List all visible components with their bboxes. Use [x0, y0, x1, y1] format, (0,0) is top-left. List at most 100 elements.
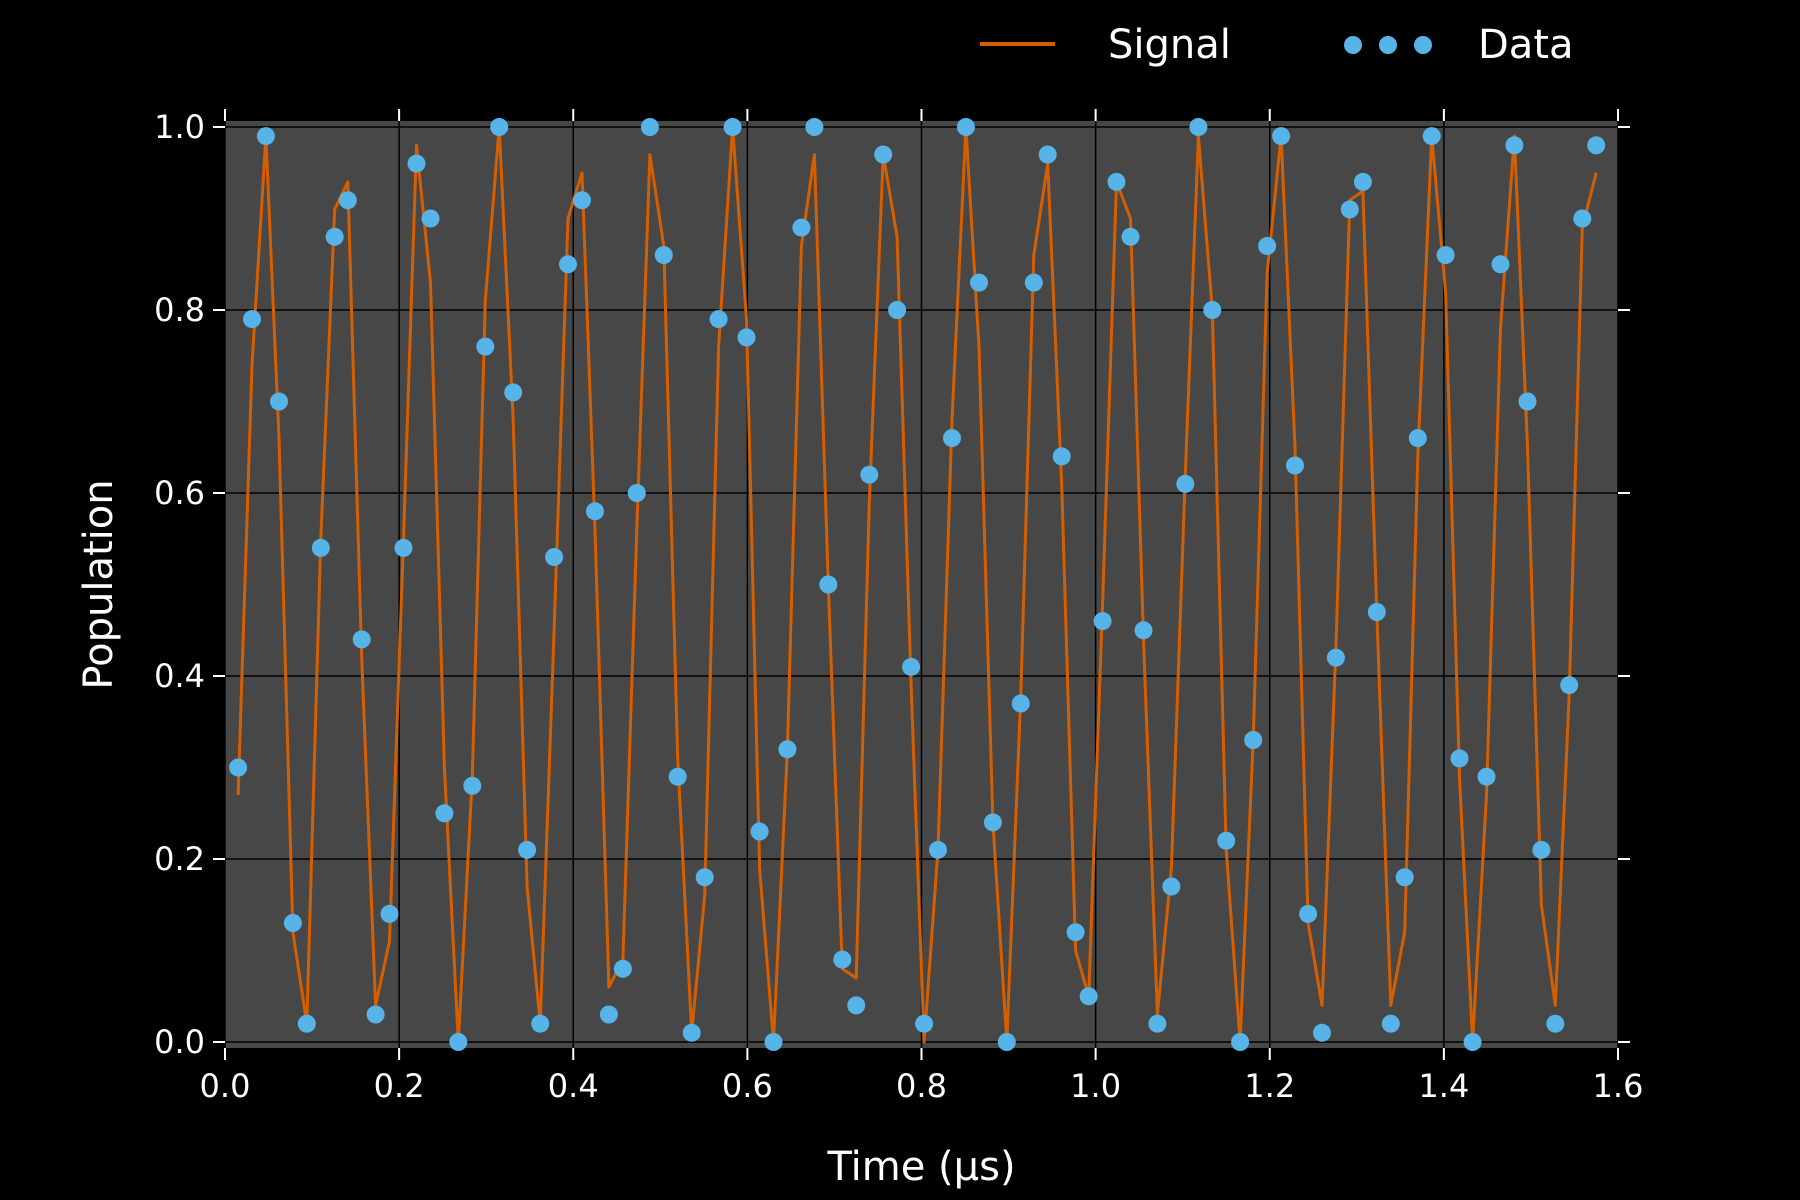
data-point: [1107, 172, 1126, 191]
data-point: [1066, 923, 1085, 942]
data-point: [1340, 200, 1359, 219]
data-point: [1162, 877, 1181, 896]
x-tick-label-2: 0.4: [548, 1067, 599, 1105]
data-point: [394, 538, 413, 557]
series-points-data: [229, 118, 1606, 1051]
data-point: [599, 1005, 618, 1024]
y-tick-label-1: 0.2: [154, 840, 205, 878]
y-tick-label-5: 1.0: [154, 108, 205, 146]
data-point: [338, 191, 357, 210]
x-tick-label-7: 1.4: [1418, 1067, 1469, 1105]
data-point: [668, 767, 687, 786]
data-point: [723, 118, 742, 136]
data-point: [504, 383, 523, 402]
data-point: [1024, 273, 1043, 292]
data-point: [1532, 840, 1551, 859]
data-point: [1491, 255, 1510, 274]
data-point: [888, 301, 907, 319]
data-point: [283, 914, 302, 932]
legend-data-dot-0: [1344, 36, 1362, 54]
data-point: [778, 740, 797, 759]
tick-labels: 0.0 0.2 0.4 0.6 0.8 1.0 1.2 1.4 1.6 0.0 0.2 0.4 0.6 0…: [154, 108, 1643, 1105]
data-point: [902, 657, 921, 676]
data-point: [1203, 301, 1222, 319]
x-tick-label-0: 0.0: [200, 1067, 251, 1105]
y-tick-label-3: 0.6: [154, 474, 205, 512]
data-point: [915, 1014, 934, 1033]
data-point: [229, 758, 248, 777]
data-point: [1573, 209, 1592, 228]
data-point: [1326, 648, 1345, 667]
data-point: [449, 1033, 468, 1051]
data-point: [1560, 676, 1579, 695]
data-point: [695, 868, 714, 887]
data-point: [435, 804, 454, 823]
data-point: [613, 959, 632, 978]
data-point: [970, 273, 988, 292]
data-point: [1518, 392, 1537, 411]
data-point: [573, 191, 591, 210]
legend-data-dot-1: [1379, 36, 1397, 54]
x-tick-label-6: 1.2: [1244, 1067, 1295, 1105]
data-point: [297, 1014, 316, 1033]
data-point: [586, 502, 604, 521]
data-point: [943, 429, 961, 448]
data-point: [1189, 118, 1208, 136]
data-point: [654, 246, 673, 265]
data-point: [476, 337, 495, 356]
legend: Signal Data: [980, 22, 1574, 68]
data-point: [1052, 447, 1071, 466]
data-point: [792, 218, 811, 237]
data-point: [1546, 1014, 1565, 1033]
data-point: [1148, 1014, 1167, 1033]
data-point: [1353, 172, 1372, 191]
data-point: [1134, 621, 1153, 640]
data-point: [270, 392, 288, 411]
x-tick-label-8: 1.6: [1593, 1067, 1644, 1105]
data-point: [860, 465, 879, 484]
y-tick-label-4: 0.8: [154, 291, 205, 329]
data-point: [421, 209, 440, 228]
data-point: [1121, 227, 1140, 246]
data-point: [380, 904, 399, 923]
y-tick-label-2: 0.4: [154, 657, 205, 695]
x-tick-label-5: 1.0: [1070, 1067, 1121, 1105]
y-tick-label-0: 0.0: [154, 1023, 205, 1061]
data-point: [1258, 237, 1277, 255]
data-point: [997, 1033, 1016, 1051]
data-point: [1286, 456, 1304, 475]
data-point: [1011, 694, 1030, 713]
data-point: [366, 1005, 385, 1024]
data-point: [1244, 731, 1263, 749]
data-point: [1477, 767, 1496, 786]
data-point: [1408, 429, 1427, 448]
data-point: [531, 1014, 550, 1033]
data-point: [1093, 612, 1112, 631]
data-point: [243, 310, 261, 329]
data-point: [1463, 1033, 1482, 1051]
data-point: [1395, 868, 1414, 887]
data-point: [627, 484, 646, 502]
data-point: [929, 840, 947, 859]
legend-data-swatch: [1344, 36, 1432, 54]
data-point: [764, 1033, 783, 1051]
data-point: [325, 227, 344, 246]
data-point: [819, 575, 838, 594]
grid: [224, 121, 1619, 1048]
data-point: [545, 548, 564, 566]
data-point: [1367, 603, 1386, 621]
data-point: [750, 822, 769, 841]
data-point: [1231, 1033, 1250, 1051]
legend-data-label: Data: [1478, 22, 1574, 68]
x-tick-label-4: 0.8: [896, 1067, 947, 1105]
data-point: [490, 118, 509, 136]
data-point: [352, 630, 371, 649]
x-axis-label: Time (μs): [826, 1144, 1015, 1190]
data-point: [1217, 831, 1236, 850]
data-point: [1313, 1023, 1331, 1042]
data-point: [1079, 987, 1098, 1006]
legend-signal-label: Signal: [1108, 22, 1231, 68]
data-point: [833, 950, 852, 969]
data-point: [559, 255, 577, 274]
